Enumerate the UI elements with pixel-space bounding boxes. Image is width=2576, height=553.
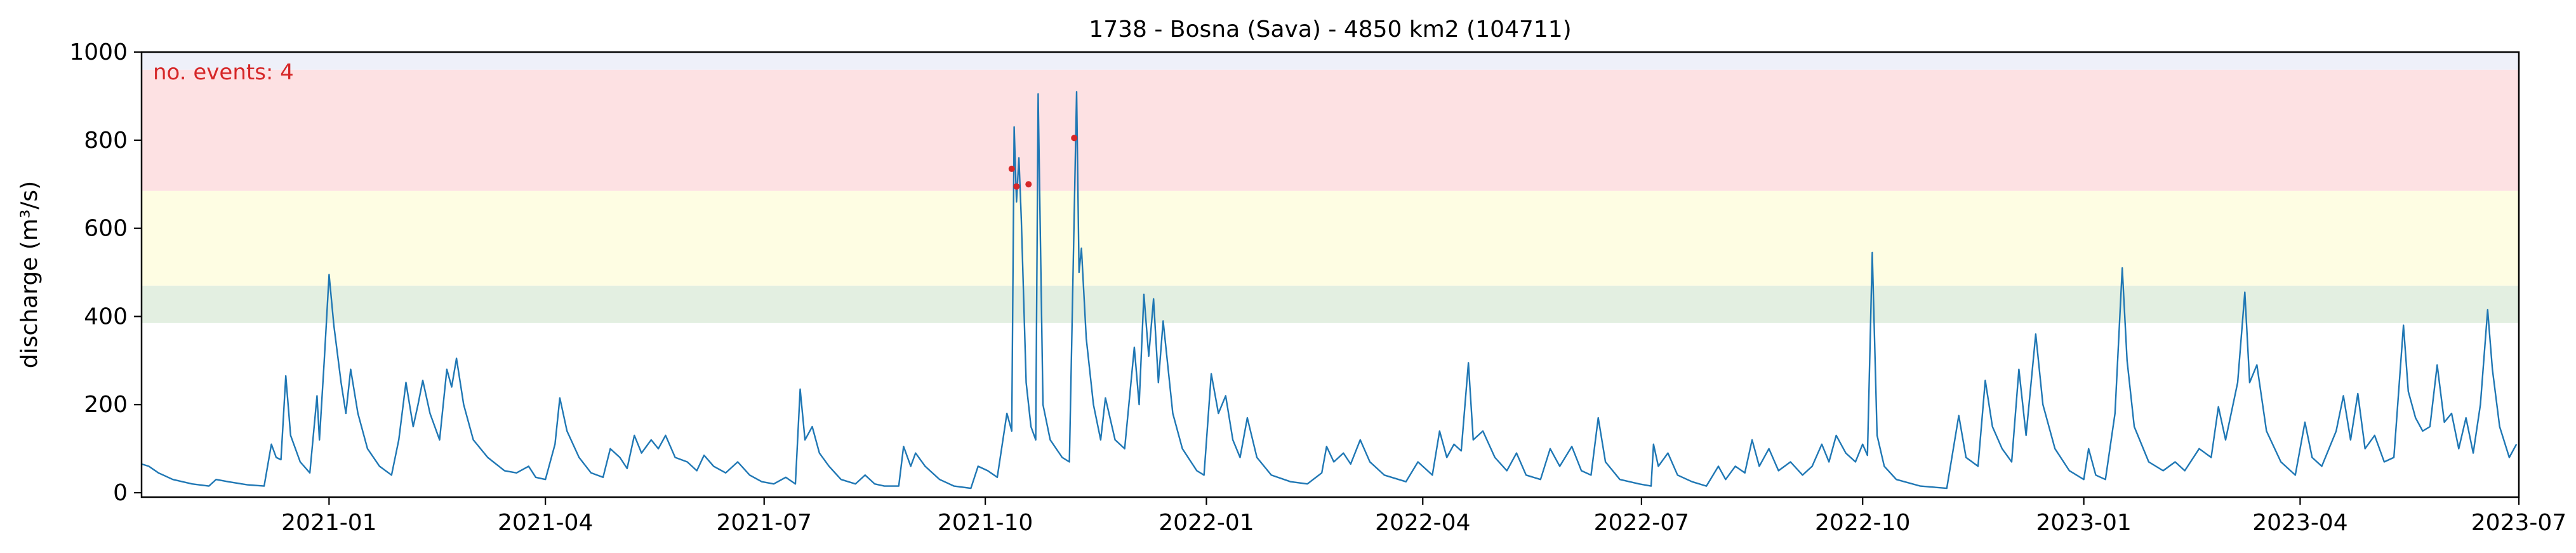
x-axis: 2021-01 2021-04 2021-07 2021-10 2022-01 2022-… — [281, 497, 2566, 536]
y-tick-label: 200 — [84, 392, 128, 418]
threshold-bands — [142, 52, 2519, 323]
y-tick-label: 600 — [84, 216, 128, 242]
plot-frame — [140, 51, 2520, 498]
threshold-band-1 — [142, 190, 2519, 286]
series-group — [141, 91, 2518, 490]
y-tick-label: 800 — [84, 128, 128, 154]
threshold-band-3 — [142, 52, 2519, 70]
x-tick-label: 2021-04 — [498, 510, 593, 536]
chart-title: 1738 - Bosna (Sava) - 4850 km2 (104711) — [1089, 17, 1571, 43]
events-count-annotation: no. events: 4 — [153, 60, 294, 85]
y-tick-label: 400 — [84, 303, 128, 330]
y-axis: 0 200 400 600 800 1000 — [69, 39, 142, 506]
x-tick-label: 2022-04 — [1375, 510, 1470, 536]
event-markers — [1008, 135, 1078, 190]
y-axis-label: discharge (m³/s) — [17, 181, 43, 368]
x-tick-label: 2021-10 — [938, 510, 1033, 536]
x-tick-label: 2023-07 — [2471, 510, 2566, 536]
x-tick-label: 2022-01 — [1159, 510, 1254, 536]
x-tick-label: 2023-04 — [2252, 510, 2347, 536]
threshold-band-2 — [142, 69, 2519, 191]
event-point-2 — [1025, 181, 1032, 188]
x-tick-label: 2022-10 — [1815, 510, 1910, 536]
y-tick-label: 1000 — [69, 39, 128, 65]
x-tick-label: 2021-07 — [717, 510, 812, 536]
event-point-1 — [1013, 183, 1020, 190]
event-point-3 — [1071, 135, 1078, 142]
event-point-0 — [1008, 165, 1015, 172]
x-tick-label: 2023-01 — [2036, 510, 2131, 536]
y-tick-label: 0 — [113, 480, 128, 506]
x-tick-label: 2021-01 — [281, 510, 376, 536]
threshold-band-0 — [142, 285, 2519, 323]
discharge-series-line-0 — [141, 91, 2518, 490]
x-tick-label: 2022-07 — [1594, 510, 1689, 536]
